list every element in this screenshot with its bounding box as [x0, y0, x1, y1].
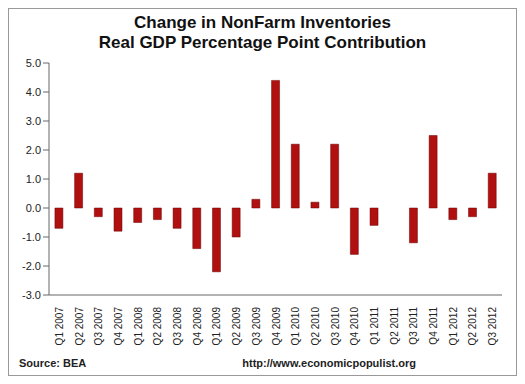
svg-text:3.0: 3.0	[26, 115, 41, 127]
svg-text:Q2 2011: Q2 2011	[389, 307, 400, 345]
svg-text:4.0: 4.0	[26, 86, 41, 98]
svg-text:Q1 2008: Q1 2008	[133, 307, 144, 346]
svg-text:Q1 2012: Q1 2012	[448, 307, 459, 346]
svg-text:Q1 2009: Q1 2009	[211, 307, 222, 346]
svg-text:Q4 2011: Q4 2011	[428, 307, 439, 345]
html-text:http://www.economicpopulist.or: http://www.economicpopulist.org	[242, 357, 416, 369]
svg-text:Q3 2007: Q3 2007	[93, 307, 104, 346]
html-text:Source: BEA: Source: BEA	[19, 357, 87, 369]
svg-text:Q3 2010: Q3 2010	[330, 307, 341, 346]
svg-text:Q3 2011: Q3 2011	[408, 307, 419, 345]
svg-text:Q4 2008: Q4 2008	[192, 307, 203, 346]
svg-text:Q3 2009: Q3 2009	[251, 307, 262, 346]
svg-text:Q4 2007: Q4 2007	[113, 307, 124, 346]
svg-text:-1.0: -1.0	[22, 231, 41, 243]
svg-text:Q2 2007: Q2 2007	[74, 307, 85, 346]
svg-text:Q1 2007: Q1 2007	[54, 307, 65, 346]
svg-text:Q3 2012: Q3 2012	[487, 307, 498, 346]
svg-text:Q2 2010: Q2 2010	[310, 307, 321, 346]
svg-text:Q2 2009: Q2 2009	[231, 307, 242, 346]
svg-text:1.0: 1.0	[26, 173, 41, 185]
svg-text:Q2 2008: Q2 2008	[152, 307, 163, 346]
svg-text:Q4 2010: Q4 2010	[349, 307, 360, 346]
svg-text:Q2 2012: Q2 2012	[467, 307, 478, 346]
html-text:Real GDP Percentage Point Cont: Real GDP Percentage Point Contribution	[98, 33, 427, 52]
svg-text:-3.0: -3.0	[22, 289, 41, 301]
svg-text:5.0: 5.0	[26, 57, 41, 69]
svg-text:Q3 2008: Q3 2008	[172, 307, 183, 346]
svg-text:Q4 2009: Q4 2009	[271, 307, 282, 346]
svg-text:-2.0: -2.0	[22, 260, 41, 272]
svg-text:0.0: 0.0	[26, 202, 41, 214]
svg-text:Q1 2010: Q1 2010	[290, 307, 301, 346]
svg-text:2.0: 2.0	[26, 144, 41, 156]
html-text:Change in NonFarm Inventories: Change in NonFarm Inventories	[134, 13, 391, 32]
svg-text:Q1 2011: Q1 2011	[369, 307, 380, 345]
